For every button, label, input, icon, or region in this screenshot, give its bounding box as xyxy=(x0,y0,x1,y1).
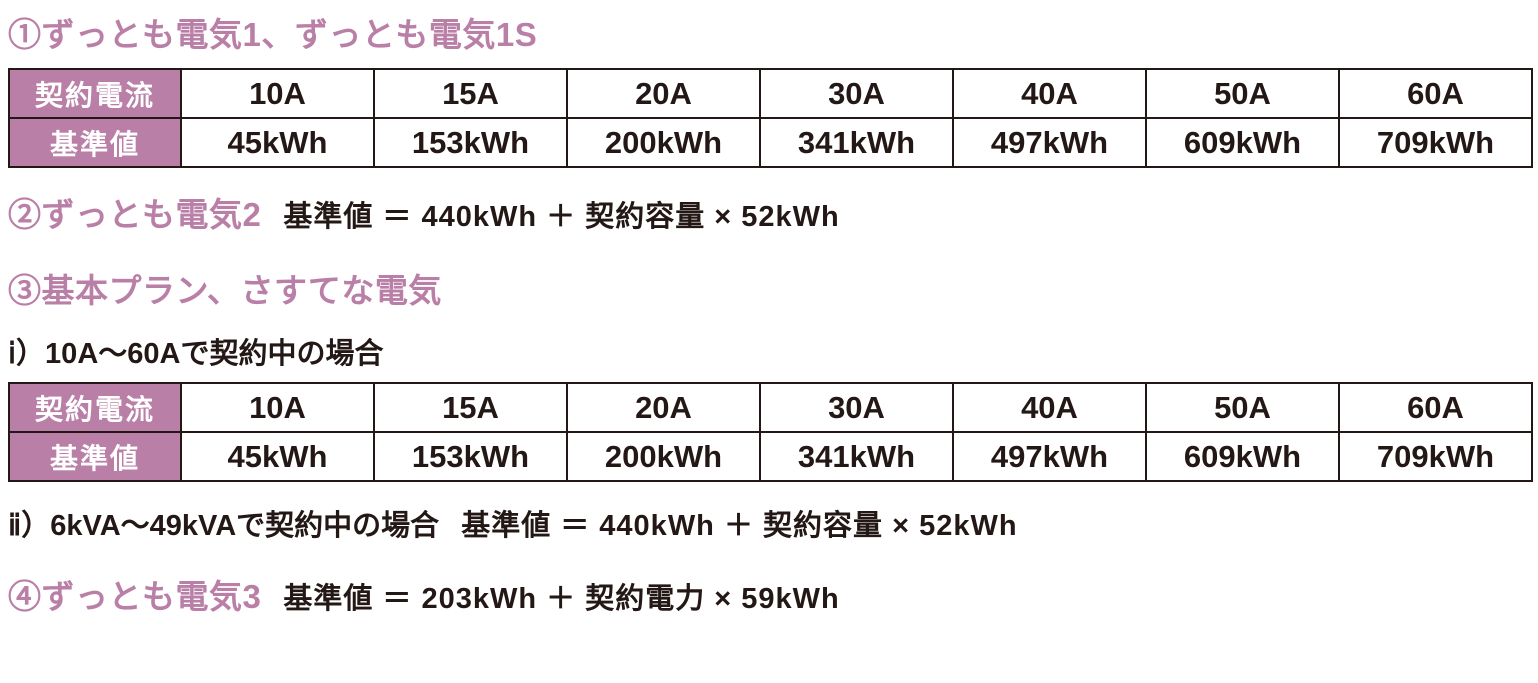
table-cell: 15A xyxy=(374,383,567,432)
table-cell: 341kWh xyxy=(760,432,953,481)
section-3-table: 契約電流 10A 15A 20A 30A 40A 50A 60A 基準値 45k… xyxy=(8,382,1533,482)
table-cell: 153kWh xyxy=(374,432,567,481)
rowhdr-base-value: 基準値 xyxy=(9,432,181,481)
table-cell: 709kWh xyxy=(1339,118,1532,167)
table-cell: 20A xyxy=(567,383,760,432)
section-1-heading: ①ずっとも電気1、ずっとも電気1S xyxy=(8,8,1530,56)
table-row: 契約電流 10A 15A 20A 30A 40A 50A 60A xyxy=(9,383,1532,432)
table-cell: 50A xyxy=(1146,69,1339,118)
table-cell: 200kWh xyxy=(567,432,760,481)
section-4-heading: ④ずっとも電気3 xyxy=(8,570,261,618)
table-cell: 200kWh xyxy=(567,118,760,167)
table-cell: 45kWh xyxy=(181,432,374,481)
rowhdr-base-value: 基準値 xyxy=(9,118,181,167)
table-cell: 609kWh xyxy=(1146,118,1339,167)
table-cell: 497kWh xyxy=(953,118,1146,167)
table-cell: 709kWh xyxy=(1339,432,1532,481)
table-row: 基準値 45kWh 153kWh 200kWh 341kWh 497kWh 60… xyxy=(9,118,1532,167)
section-2-heading: ②ずっとも電気2 xyxy=(8,188,261,236)
table-cell: 341kWh xyxy=(760,118,953,167)
table-cell: 20A xyxy=(567,69,760,118)
table-cell: 50A xyxy=(1146,383,1339,432)
section-3-case-ii-formula: 基準値 ＝ 440kWh ＋ 契約容量 × 52kWh xyxy=(461,502,1017,544)
table-cell: 30A xyxy=(760,383,953,432)
table-cell: 30A xyxy=(760,69,953,118)
table-cell: 40A xyxy=(953,69,1146,118)
section-1-table: 契約電流 10A 15A 20A 30A 40A 50A 60A 基準値 45k… xyxy=(8,68,1533,168)
section-2-formula: 基準値 ＝ 440kWh ＋ 契約容量 × 52kWh xyxy=(283,193,839,235)
table-cell: 45kWh xyxy=(181,118,374,167)
table-cell: 153kWh xyxy=(374,118,567,167)
table-cell: 10A xyxy=(181,69,374,118)
table-cell: 15A xyxy=(374,69,567,118)
section-3-heading: ③基本プラン、さすてな電気 xyxy=(8,264,1530,312)
table-cell: 60A xyxy=(1339,69,1532,118)
section-3-case-i-label: ⅰ）10A～60Aで契約中の場合 xyxy=(8,330,1530,372)
rowhdr-contract-current: 契約電流 xyxy=(9,69,181,118)
rowhdr-contract-current: 契約電流 xyxy=(9,383,181,432)
table-cell: 609kWh xyxy=(1146,432,1339,481)
table-row: 基準値 45kWh 153kWh 200kWh 341kWh 497kWh 60… xyxy=(9,432,1532,481)
table-cell: 40A xyxy=(953,383,1146,432)
table-cell: 10A xyxy=(181,383,374,432)
table-row: 契約電流 10A 15A 20A 30A 40A 50A 60A xyxy=(9,69,1532,118)
table-cell: 497kWh xyxy=(953,432,1146,481)
section-3-case-ii-label: ⅱ）6kVA～49kVAで契約中の場合 xyxy=(8,502,439,544)
table-cell: 60A xyxy=(1339,383,1532,432)
section-4-formula: 基準値 ＝ 203kWh ＋ 契約電力 × 59kWh xyxy=(283,575,839,617)
